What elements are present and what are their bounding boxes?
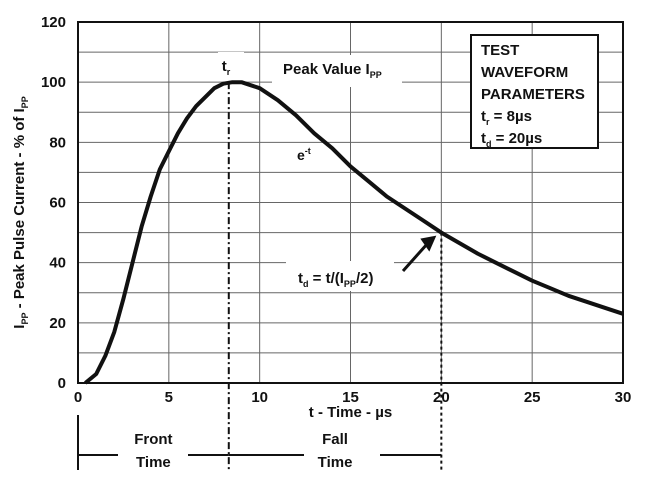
td-label-bg <box>286 261 394 291</box>
front-time-label: Front <box>134 431 172 448</box>
peak-label-bg <box>272 55 402 87</box>
y-tick-label: 0 <box>58 375 66 392</box>
td-definition-label: td = t/(IPP/2) <box>298 270 373 289</box>
front-time-label: Time <box>136 454 171 471</box>
x-tick-label: 5 <box>165 389 173 406</box>
fall-time-label: Time <box>318 454 353 471</box>
peak-value-label: Peak Value IPP <box>283 61 382 80</box>
params-box-line: WAVEFORM <box>481 64 568 81</box>
y-tick-label: 100 <box>41 74 66 91</box>
y-tick-label: 80 <box>49 134 66 151</box>
front-time-label-bg <box>118 427 188 475</box>
x-tick-label: 15 <box>342 389 359 406</box>
waveform-curve <box>84 80 624 385</box>
x-axis-label: t - Time - µs <box>309 404 392 421</box>
tr-label-bg <box>218 52 244 80</box>
params-box-line: PARAMETERS <box>481 86 585 103</box>
y-tick-label: 60 <box>49 195 66 212</box>
exponential-label: e-t <box>297 146 311 163</box>
y-axis-label: IPP - Peak Pulse Current - % of IPP <box>11 96 30 328</box>
x-tick-label: 10 <box>251 389 268 406</box>
x-tick-label: 25 <box>524 389 541 406</box>
tr-label: tr <box>222 58 231 77</box>
x-tick-label: 0 <box>74 389 82 406</box>
y-tick-label: 120 <box>41 14 66 31</box>
td-arrow-head <box>420 235 437 252</box>
plot-frame <box>77 21 624 384</box>
params-tr: tr = 8µs <box>481 108 532 127</box>
fall-time-label: Fall <box>322 431 348 448</box>
td-arrow-shaft <box>401 241 430 272</box>
params-box-line: TEST <box>481 42 519 59</box>
fall-time-label-bg <box>304 427 380 475</box>
params-box <box>470 34 599 149</box>
params-td: td = 20µs <box>481 130 542 149</box>
x-tick-label: 30 <box>615 389 632 406</box>
y-tick-label: 40 <box>49 255 66 272</box>
y-tick-label: 20 <box>49 315 66 332</box>
